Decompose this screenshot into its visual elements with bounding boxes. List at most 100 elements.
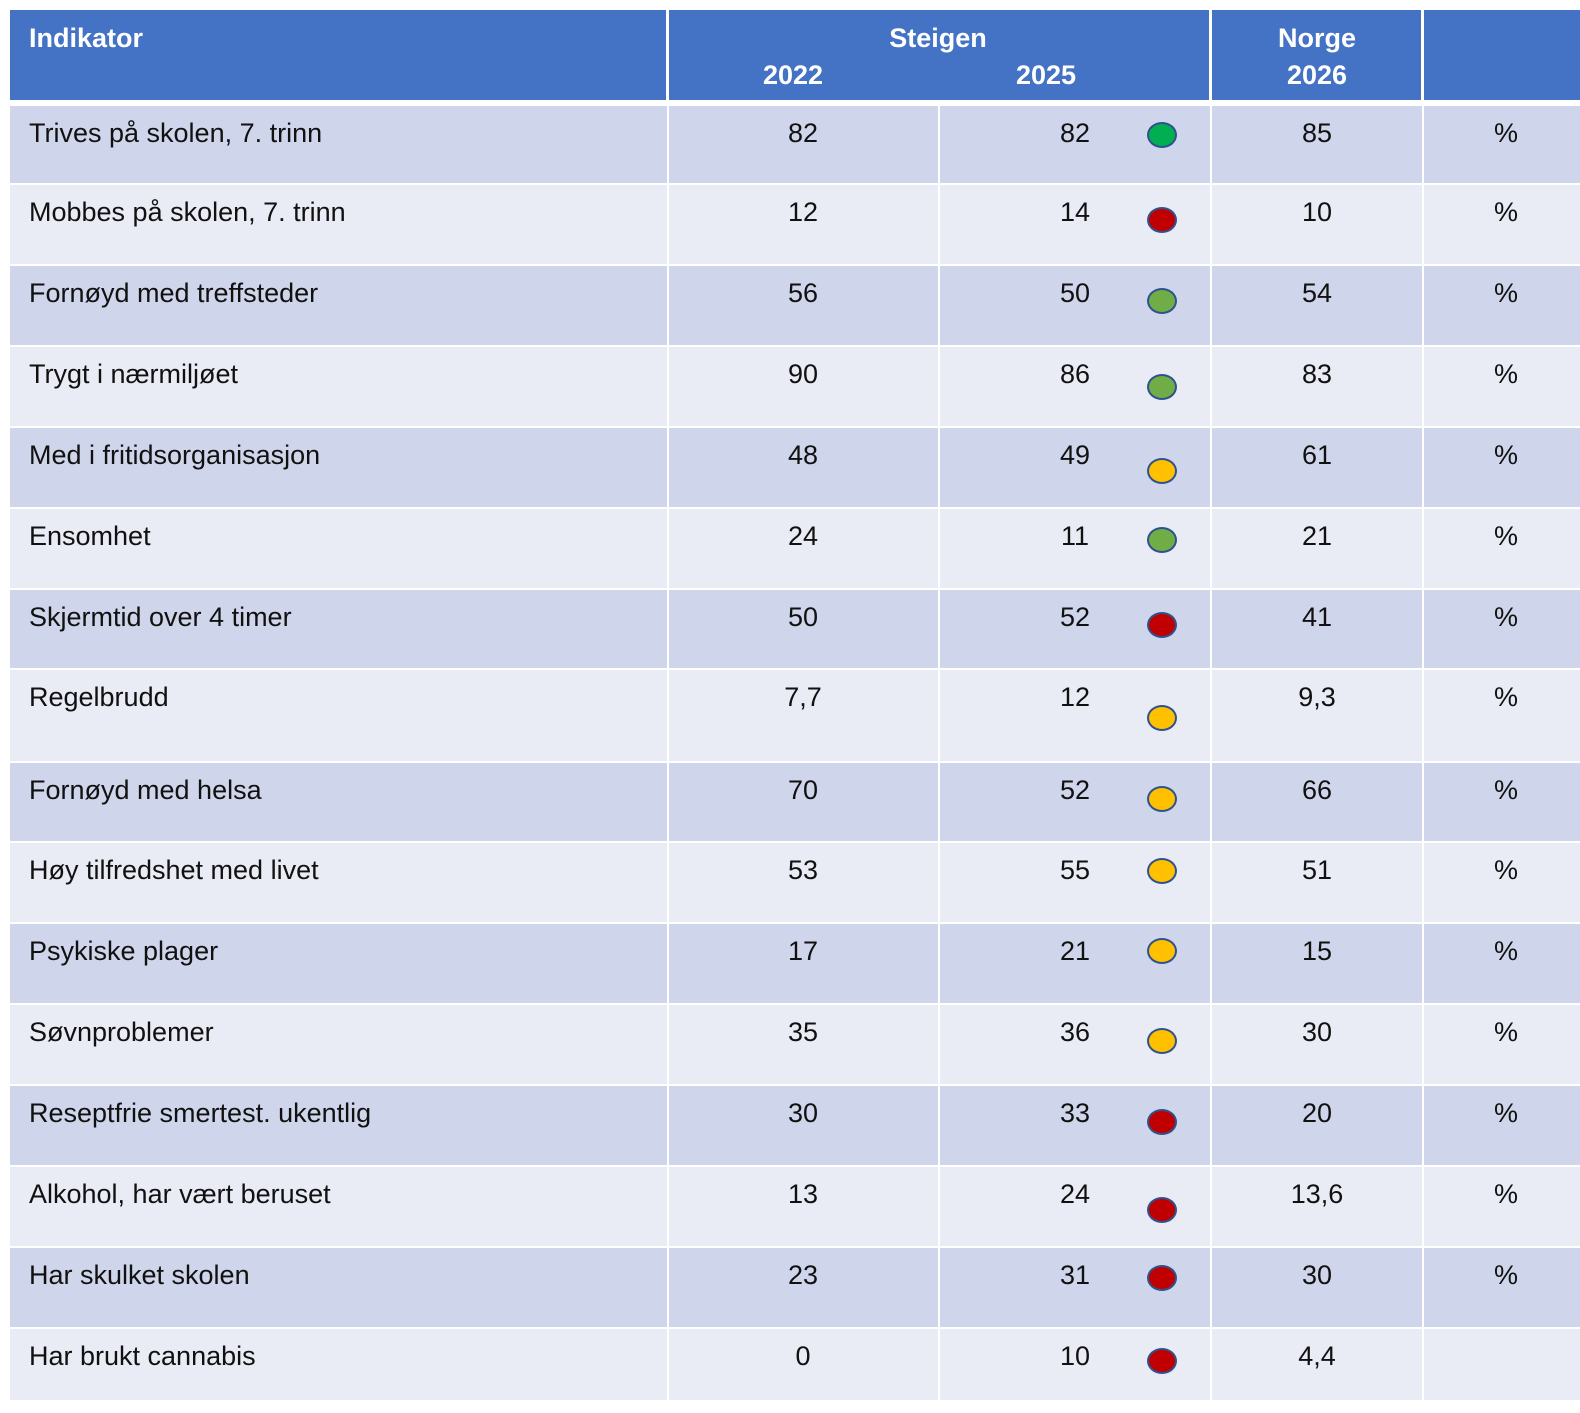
table-cell <box>1212 347 1422 426</box>
value-2022: 23 <box>787 1260 819 1290</box>
unit: % <box>1493 118 1519 148</box>
table-cell <box>669 347 938 426</box>
table-cell <box>10 924 667 1003</box>
header-year: 2026 <box>1286 60 1348 90</box>
value-norge: 30 <box>1301 1017 1333 1047</box>
unit: % <box>1493 359 1519 389</box>
table-cell <box>1424 347 1580 426</box>
unit: % <box>1493 775 1519 805</box>
status-dot <box>1147 612 1177 638</box>
header-divider <box>666 10 669 100</box>
table-cell <box>1424 1329 1580 1400</box>
row-label: Ensomhet <box>29 521 151 551</box>
value-norge: 66 <box>1301 775 1333 805</box>
table-cell <box>669 1248 938 1327</box>
value-2025: 33 <box>1059 1098 1091 1128</box>
header-divider <box>1209 10 1212 100</box>
row-label: Med i fritidsorganisasjon <box>29 440 321 470</box>
row-label: Har brukt cannabis <box>29 1341 256 1371</box>
table-cell <box>1424 1248 1580 1327</box>
table-cell <box>1212 1329 1422 1400</box>
unit: % <box>1493 197 1519 227</box>
header-country: Norge <box>1277 23 1357 53</box>
row-label: Reseptfrie smertest. ukentlig <box>29 1098 372 1128</box>
table-cell <box>669 106 938 183</box>
status-dot <box>1147 858 1177 884</box>
table-cell <box>1212 590 1422 668</box>
row-label: Alkohol, har vært beruset <box>29 1179 331 1209</box>
row-label: Skjermtid over 4 timer <box>29 602 292 632</box>
value-2022: 56 <box>787 278 819 308</box>
value-norge: 13,6 <box>1290 1179 1344 1209</box>
value-2025: 24 <box>1059 1179 1091 1209</box>
value-norge: 21 <box>1301 521 1333 551</box>
status-dot <box>1147 1197 1177 1223</box>
table-cell <box>10 590 667 668</box>
table-cell <box>1212 509 1422 588</box>
row-label: Regelbrudd <box>29 682 169 712</box>
table-cell <box>1424 670 1580 761</box>
table-cell <box>10 266 667 345</box>
status-dot <box>1147 374 1177 400</box>
value-2025: 10 <box>1059 1341 1091 1371</box>
unit: % <box>1493 1179 1519 1209</box>
table-cell <box>1212 924 1422 1003</box>
value-norge: 61 <box>1301 440 1333 470</box>
unit: % <box>1493 855 1519 885</box>
table-cell <box>1424 924 1580 1003</box>
table-cell <box>669 1086 938 1165</box>
status-dot <box>1147 705 1177 731</box>
row-label: Høy tilfredshet med livet <box>29 855 319 885</box>
value-2025: 12 <box>1059 682 1091 712</box>
value-2022: 7,7 <box>784 682 822 712</box>
table-cell <box>1424 1086 1580 1165</box>
table-cell <box>1424 763 1580 841</box>
table-cell <box>1212 1167 1422 1246</box>
table-cell <box>669 185 938 264</box>
value-2025: 50 <box>1059 278 1091 308</box>
table-cell <box>1212 1086 1422 1165</box>
row-label: Trygt i nærmiljøet <box>29 359 239 389</box>
status-dot <box>1147 786 1177 812</box>
table-cell <box>669 266 938 345</box>
table-cell <box>1424 106 1580 183</box>
value-2022: 82 <box>787 118 819 148</box>
header-indicator: Indikator <box>29 23 144 53</box>
value-norge: 15 <box>1301 936 1333 966</box>
table-cell <box>10 763 667 841</box>
value-2025: 31 <box>1059 1260 1091 1290</box>
value-2022: 17 <box>787 936 819 966</box>
value-2022: 12 <box>787 197 819 227</box>
table-cell <box>1424 185 1580 264</box>
unit: % <box>1493 682 1519 712</box>
table-cell <box>1424 509 1580 588</box>
value-2022: 90 <box>787 359 819 389</box>
table-cell <box>1212 106 1422 183</box>
table-cell <box>669 1167 938 1246</box>
status-dot <box>1147 1348 1177 1374</box>
value-2025: 49 <box>1059 440 1091 470</box>
table-cell <box>10 509 667 588</box>
table-cell <box>10 1005 667 1084</box>
value-norge: 54 <box>1301 278 1333 308</box>
table-cell <box>1424 428 1580 507</box>
header-divider <box>1421 10 1424 100</box>
value-2022: 50 <box>787 602 819 632</box>
table-cell <box>1424 843 1580 922</box>
value-2022: 48 <box>787 440 819 470</box>
row-label: Trives på skolen, 7. trinn <box>29 118 323 148</box>
value-norge: 51 <box>1301 855 1333 885</box>
value-2025: 52 <box>1059 775 1091 805</box>
value-norge: 83 <box>1301 359 1333 389</box>
status-dot <box>1147 122 1177 148</box>
value-2025: 36 <box>1059 1017 1091 1047</box>
status-dot <box>1147 458 1177 484</box>
status-dot <box>1147 938 1177 964</box>
table-cell <box>1212 428 1422 507</box>
table-cell <box>669 1329 938 1400</box>
value-2022: 13 <box>787 1179 819 1209</box>
value-2022: 24 <box>787 521 819 551</box>
status-dot <box>1147 527 1177 553</box>
table-cell <box>1424 266 1580 345</box>
table-cell <box>1212 185 1422 264</box>
